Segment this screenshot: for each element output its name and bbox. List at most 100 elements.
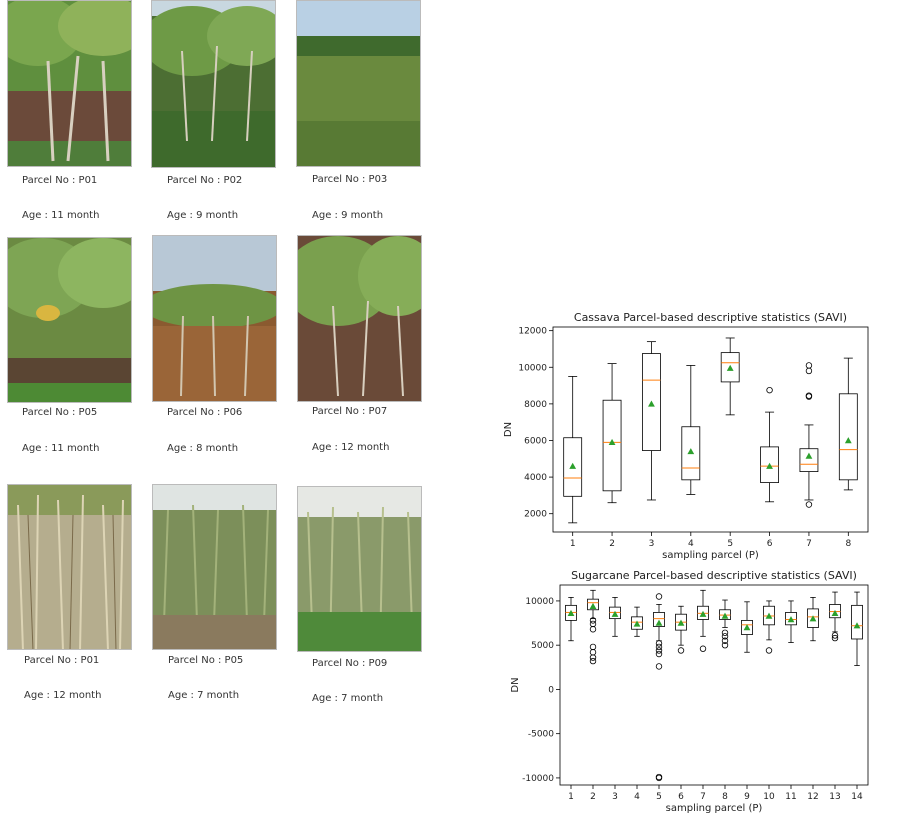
outlier-point: [589, 643, 597, 651]
mean-marker: [633, 620, 641, 627]
mean-marker: [611, 610, 619, 617]
x-tick-label: 10: [763, 792, 775, 802]
y-tick-label: 5000: [531, 641, 554, 651]
mean-marker: [844, 437, 852, 444]
sugarcane-field-image: [153, 485, 276, 649]
box-iqr: [838, 393, 858, 481]
photo-caption-age: Age : 12 month: [312, 442, 390, 453]
mean-marker: [567, 609, 575, 617]
outlier-point: [655, 640, 663, 647]
x-tick-label: 4: [634, 792, 640, 802]
photo-caption-parcel: Parcel No : P07: [312, 406, 388, 417]
mean-marker: [687, 448, 695, 455]
cassava-field-image: [297, 1, 420, 166]
box-iqr: [799, 448, 819, 472]
box-iqr: [602, 399, 622, 492]
outlier-point: [831, 632, 839, 639]
sugarcane-boxplot-chart: Sugarcane Parcel-based descriptive stati…: [510, 569, 869, 814]
x-tick-label: 2: [590, 792, 596, 802]
outlier-point: [655, 593, 663, 600]
box-iqr: [807, 608, 819, 628]
photo-caption-parcel: Parcel No : P03: [312, 174, 388, 185]
box-iqr: [760, 446, 779, 483]
y-axis-label: DN: [510, 677, 521, 692]
outlier-point: [655, 647, 663, 654]
chart-title: Sugarcane Parcel-based descriptive stati…: [571, 569, 857, 582]
photo-cassava-p03: [296, 0, 421, 167]
x-tick-label: 3: [612, 792, 618, 802]
mean-marker: [589, 602, 597, 609]
outlier-point: [655, 643, 663, 651]
y-tick-label: 2000: [524, 510, 547, 520]
x-tick-label: 4: [688, 539, 694, 549]
sugarcane-field-image: [298, 487, 421, 651]
outlier-point: [699, 645, 707, 652]
mean-marker: [805, 452, 813, 459]
photo-caption-age: Age : 9 month: [167, 210, 239, 221]
sugarcane-field-image: [8, 485, 131, 649]
outlier-point: [805, 367, 813, 375]
x-tick-label: 8: [722, 792, 728, 802]
x-tick-label: 5: [656, 792, 662, 802]
mean-marker: [831, 609, 839, 617]
box-iqr: [653, 612, 665, 627]
photo-caption-parcel: Parcel No : P01: [24, 655, 100, 666]
outlier-point: [831, 634, 839, 642]
outlier-point: [805, 392, 813, 399]
box-iqr: [785, 612, 797, 626]
photo-caption-age: Age : 8 month: [167, 443, 239, 454]
outlier-point: [805, 501, 813, 508]
cassava-field-image: [152, 1, 275, 167]
cassava-field-image: [8, 1, 131, 166]
y-tick-label: 6000: [524, 436, 547, 446]
outlier-point: [589, 649, 597, 656]
x-tick-label: 8: [845, 539, 851, 549]
photo-sugarcane-p01: [7, 484, 132, 650]
mean-marker: [648, 400, 655, 407]
mean-marker: [853, 622, 861, 629]
outlier-point: [589, 620, 597, 628]
mean-marker: [721, 612, 729, 619]
cassava-boxplot-chart: Cassava Parcel-based descriptive statist…: [503, 311, 869, 561]
x-tick-label: 7: [700, 792, 706, 802]
x-tick-label: 11: [785, 792, 796, 802]
mean-marker: [569, 462, 577, 469]
outlier-point: [721, 633, 729, 640]
outlier-point: [589, 626, 597, 633]
mean-marker: [699, 610, 707, 617]
photo-caption-parcel: Parcel No : P01: [22, 175, 98, 186]
box-iqr: [720, 352, 740, 383]
box-iqr: [642, 353, 661, 451]
photo-cassava-p07: [297, 235, 422, 402]
x-tick-label: 6: [678, 792, 684, 802]
x-tick-label: 14: [851, 792, 863, 802]
mean-marker: [809, 615, 817, 622]
mean-marker: [743, 624, 751, 631]
box-iqr: [563, 437, 583, 497]
mean-marker: [787, 616, 795, 623]
outlier-point: [677, 647, 685, 654]
y-tick-label: -5000: [528, 730, 554, 740]
outlier-point: [655, 773, 663, 781]
photo-sugarcane-p09: [297, 486, 422, 652]
box-iqr: [631, 616, 643, 630]
photo-caption-parcel: Parcel No : P09: [312, 658, 388, 669]
y-tick-label: 10000: [525, 597, 554, 607]
cassava-field-image: [298, 236, 421, 401]
photo-caption-age: Age : 7 month: [312, 693, 384, 704]
x-tick-label: 3: [649, 539, 655, 549]
cassava-field-image: [153, 236, 276, 401]
outlier-point: [589, 654, 597, 661]
photo-cassava-p06: [152, 235, 277, 402]
photo-cassava-p01: [7, 0, 132, 167]
x-axis-label: sampling parcel (P): [666, 803, 763, 814]
outlier-point: [655, 650, 663, 658]
photo-caption-age: Age : 12 month: [24, 690, 102, 701]
cassava-field-image: [8, 238, 131, 402]
y-tick-label: 0: [548, 685, 554, 695]
photo-caption-age: Age : 7 month: [168, 690, 240, 701]
y-axis-label: DN: [503, 422, 514, 437]
outlier-point: [766, 386, 773, 394]
x-tick-label: 2: [609, 539, 615, 549]
photo-sugarcane-p05: [152, 484, 277, 650]
